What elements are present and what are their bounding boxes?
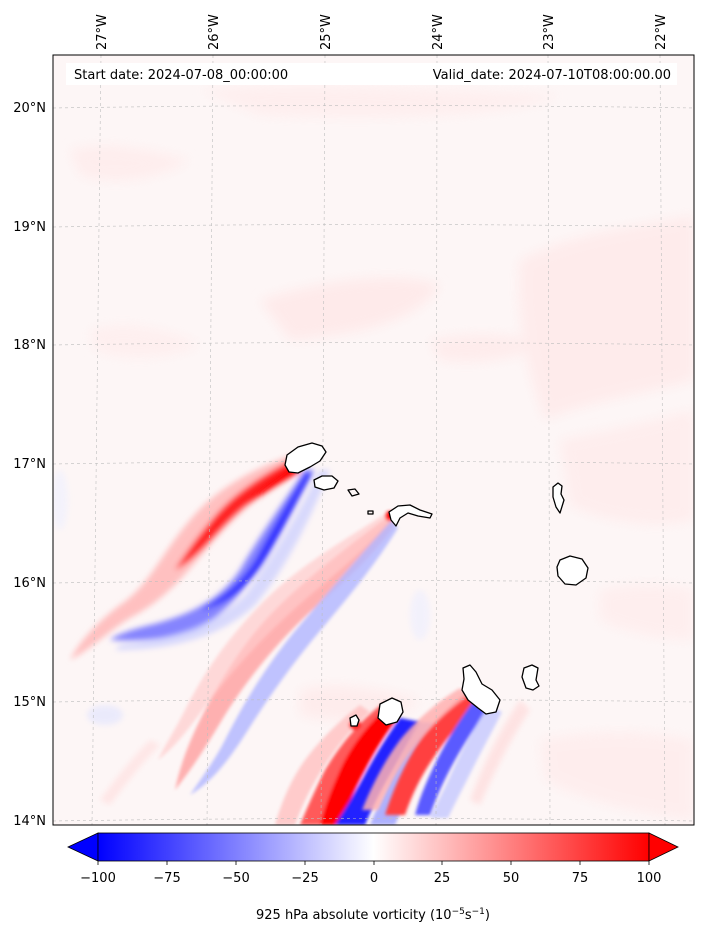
lon-tick-label: 22°W xyxy=(654,14,669,50)
colorbar-ticks xyxy=(98,861,649,865)
colorbar: −100 −75 −50 −25 0 25 50 75 100 925 hPa … xyxy=(68,833,678,923)
lon-tick-label: 26°W xyxy=(207,14,222,50)
valid-date-label: Valid_date: 2024-07-10T08:00:00.00 xyxy=(433,68,671,83)
lon-tick-label: 24°W xyxy=(431,14,446,50)
colorbar-tick-label: 100 xyxy=(637,871,662,886)
lon-tick-label: 25°W xyxy=(319,14,334,50)
colorbar-tick-label: 75 xyxy=(572,871,589,886)
colorbar-tick-label: −75 xyxy=(153,871,180,886)
lat-tick-label: 16°N xyxy=(13,576,46,591)
island-brava xyxy=(350,715,359,726)
lat-tick-label: 17°N xyxy=(13,457,46,472)
lon-tick-label: 23°W xyxy=(542,14,557,50)
colorbar-gradient xyxy=(98,833,649,861)
lat-tick-label: 18°N xyxy=(13,338,46,353)
lon-axis-labels: 27°W 26°W 25°W 24°W 23°W 22°W xyxy=(95,14,669,50)
map-panel: Start date: 2024-07-08_00:00:00 Valid_da… xyxy=(52,55,694,825)
lat-tick-label: 15°N xyxy=(13,695,46,710)
colorbar-tick-label: 0 xyxy=(370,871,378,886)
colorbar-tick-label: 50 xyxy=(503,871,520,886)
island-sao-vicente xyxy=(314,476,338,490)
colorbar-tick-label: −25 xyxy=(291,871,318,886)
lat-tick-label: 20°N xyxy=(13,101,46,116)
lat-axis-labels: 20°N 19°N 18°N 17°N 16°N 15°N 14°N xyxy=(13,101,46,829)
colorbar-title: 925 hPa absolute vorticity (10−5s−1) xyxy=(256,907,490,923)
colorbar-extend-max xyxy=(649,833,678,861)
vorticity-map-figure: Start date: 2024-07-08_00:00:00 Valid_da… xyxy=(0,0,703,936)
colorbar-tick-label: −50 xyxy=(222,871,249,886)
colorbar-tick-label: 25 xyxy=(434,871,451,886)
lat-tick-label: 14°N xyxy=(13,814,46,829)
lon-tick-label: 27°W xyxy=(95,14,110,50)
colorbar-tick-label: −100 xyxy=(80,871,116,886)
colorbar-extend-min xyxy=(68,833,98,861)
lat-tick-label: 19°N xyxy=(13,220,46,235)
start-date-label: Start date: 2024-07-08_00:00:00 xyxy=(74,68,288,83)
